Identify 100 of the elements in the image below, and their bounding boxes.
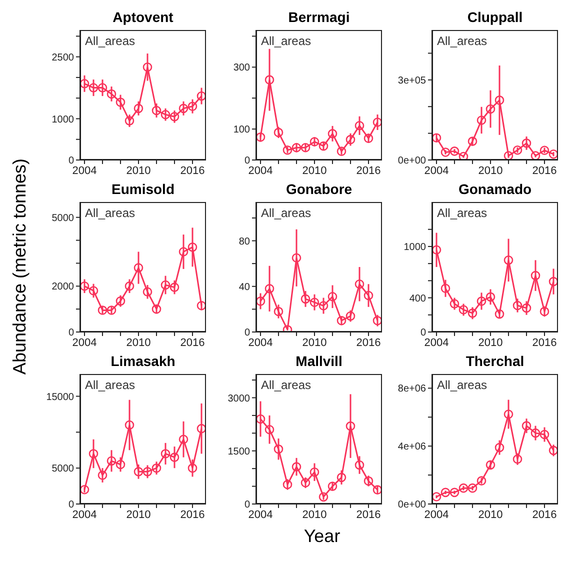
x-tick-label: 2016 <box>532 508 557 521</box>
y-tick-label: 15000 <box>46 392 74 403</box>
point <box>512 145 522 155</box>
y-tick-label: 0 <box>68 500 74 511</box>
chart-title: Gonamado <box>457 180 533 198</box>
x-tick-label: 2004 <box>72 336 97 349</box>
y-tick-label: 0 <box>244 156 250 167</box>
point <box>364 134 374 143</box>
y-tick-label: 3e+05 <box>398 75 426 86</box>
point <box>292 142 302 152</box>
point <box>458 305 468 314</box>
point <box>336 146 346 156</box>
point <box>346 134 356 144</box>
y-tick-label: 0 <box>68 328 74 339</box>
point <box>486 460 496 470</box>
annotation: All_areas <box>261 206 312 220</box>
x-tick-label: 2004 <box>248 508 273 521</box>
point <box>282 325 292 332</box>
chart-title: Berrmagi <box>287 8 351 26</box>
point <box>468 136 478 146</box>
y-tick-label: 5000 <box>52 212 74 224</box>
y-tick-label: 300 <box>233 62 250 74</box>
point <box>170 452 180 462</box>
point <box>80 79 90 88</box>
point <box>106 306 116 315</box>
point <box>468 308 478 318</box>
point <box>196 300 206 310</box>
x-tick-label: 2016 <box>356 508 381 521</box>
point <box>458 483 468 493</box>
annotation: All_areas <box>437 206 488 220</box>
point <box>292 462 302 472</box>
x-tick-label: 2004 <box>72 164 97 177</box>
point <box>160 280 170 290</box>
point <box>178 247 188 256</box>
point <box>300 142 310 152</box>
x-tick-label: 2004 <box>424 508 449 521</box>
point <box>188 102 198 111</box>
point <box>548 149 558 159</box>
point <box>88 449 98 458</box>
x-tick-label: 2004 <box>248 336 273 349</box>
y-tick-label: 400 <box>409 293 426 304</box>
x-tick-label: 2010 <box>302 164 327 177</box>
point <box>364 476 374 486</box>
x-tick-label: 2004 <box>424 164 449 177</box>
y-tick-label: 0 <box>244 328 250 339</box>
point <box>274 444 284 454</box>
point <box>548 446 558 456</box>
point <box>354 120 364 130</box>
point <box>116 98 126 107</box>
point <box>142 467 152 476</box>
point <box>494 442 504 452</box>
point <box>530 270 540 280</box>
x-tick-label: 2016 <box>532 336 557 349</box>
annotation: All_areas <box>437 34 488 48</box>
x-tick-label: 2004 <box>424 336 449 349</box>
point <box>476 296 486 306</box>
point <box>152 106 162 116</box>
x-tick-label: 2010 <box>478 508 503 521</box>
chart-title: Therchal <box>464 352 526 370</box>
point <box>88 286 98 296</box>
point <box>98 306 108 315</box>
y-tick-label: 3000 <box>228 393 250 404</box>
y-tick-label: 1500 <box>228 446 250 458</box>
point <box>116 460 126 470</box>
point <box>530 151 540 160</box>
point <box>354 279 364 289</box>
point <box>372 485 382 494</box>
point <box>256 132 266 142</box>
point <box>540 430 550 440</box>
point <box>170 282 180 292</box>
point <box>88 83 98 92</box>
point <box>354 460 364 470</box>
y-tick-label: 100 <box>233 124 250 136</box>
point <box>310 137 320 146</box>
point <box>432 245 442 255</box>
point <box>486 104 496 114</box>
point <box>256 414 266 424</box>
point <box>494 96 504 105</box>
y-tick-label: 5000 <box>52 464 74 475</box>
point <box>106 89 116 99</box>
point <box>152 304 162 314</box>
point <box>134 104 144 114</box>
chart-title: Aptovent <box>112 8 174 26</box>
point <box>300 294 310 304</box>
point <box>328 482 338 491</box>
x-tick-label: 2010 <box>302 336 327 349</box>
point <box>468 483 478 493</box>
point <box>440 148 450 157</box>
point <box>160 110 170 120</box>
annotation: All_areas <box>437 378 488 392</box>
point <box>274 128 284 138</box>
point <box>134 467 144 476</box>
point <box>328 292 338 302</box>
x-tick-label: 2004 <box>248 164 273 177</box>
point <box>106 456 116 466</box>
y-tick-label: 0e+00 <box>398 500 426 511</box>
y-tick-label: 40 <box>238 282 250 293</box>
x-tick-label: 2016 <box>356 164 381 177</box>
point <box>522 138 532 148</box>
point <box>540 306 550 316</box>
